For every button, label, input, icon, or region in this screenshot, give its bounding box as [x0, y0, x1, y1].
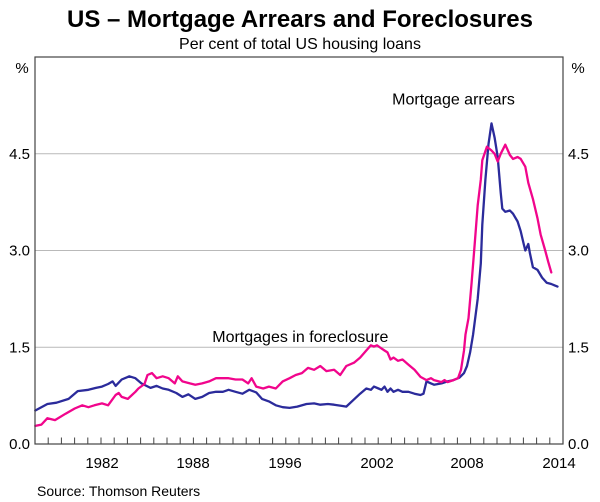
- chart-title: US – Mortgage Arrears and Foreclosures: [67, 6, 533, 33]
- axis-ticks-layer: [47, 437, 551, 444]
- chart-subtitle: Per cent of total US housing loans: [179, 36, 421, 53]
- axis-labels-layer: % 0.0 1.5 3.0 4.5% 0.0 1.5 3.0 4.5 1982 1988 1996 20…: [9, 60, 589, 472]
- plot-frame-layer: [34, 56, 564, 445]
- series-label-foreclosure: Mortgages in foreclosure: [212, 329, 388, 346]
- y-axis-label-left-3.0: 3.0: [9, 243, 30, 260]
- data-series-layer: [34, 122, 559, 428]
- x-axis-label-1996: 1996: [268, 455, 301, 472]
- x-axis-label-2014: 2014: [542, 455, 575, 472]
- y-axis-label-left-4.5: 4.5: [9, 146, 30, 163]
- y-axis-unit-left: %: [15, 60, 28, 77]
- plot-frame: [34, 56, 564, 445]
- y-axis-label-right-0.0: 0.0: [568, 436, 589, 453]
- series-line-mortgage-arrears: [34, 122, 559, 412]
- x-axis-label-1982: 1982: [85, 455, 118, 472]
- x-axis-label-2002: 2002: [360, 455, 393, 472]
- series-label-arrears: Mortgage arrears: [392, 92, 515, 109]
- series-annotations-layer: Mortgage arrears Mortgages in foreclosure: [212, 92, 515, 346]
- y-axis-label-right-3.0: 3.0: [568, 243, 589, 260]
- y-axis-label-left-0.0: 0.0: [9, 436, 30, 453]
- y-axis-unit-right: %: [571, 60, 584, 77]
- source-note: Source: Thomson Reuters: [37, 483, 200, 499]
- x-axis-label-2008: 2008: [450, 455, 483, 472]
- series-line-mortgages-in-foreclosure: [34, 143, 553, 428]
- y-axis-label-right-4.5: 4.5: [568, 146, 589, 163]
- x-axis-label-1988: 1988: [176, 455, 209, 472]
- gridlines-layer: [35, 153, 563, 348]
- y-axis-label-left-1.5: 1.5: [9, 339, 30, 356]
- y-axis-label-right-1.5: 1.5: [568, 339, 589, 356]
